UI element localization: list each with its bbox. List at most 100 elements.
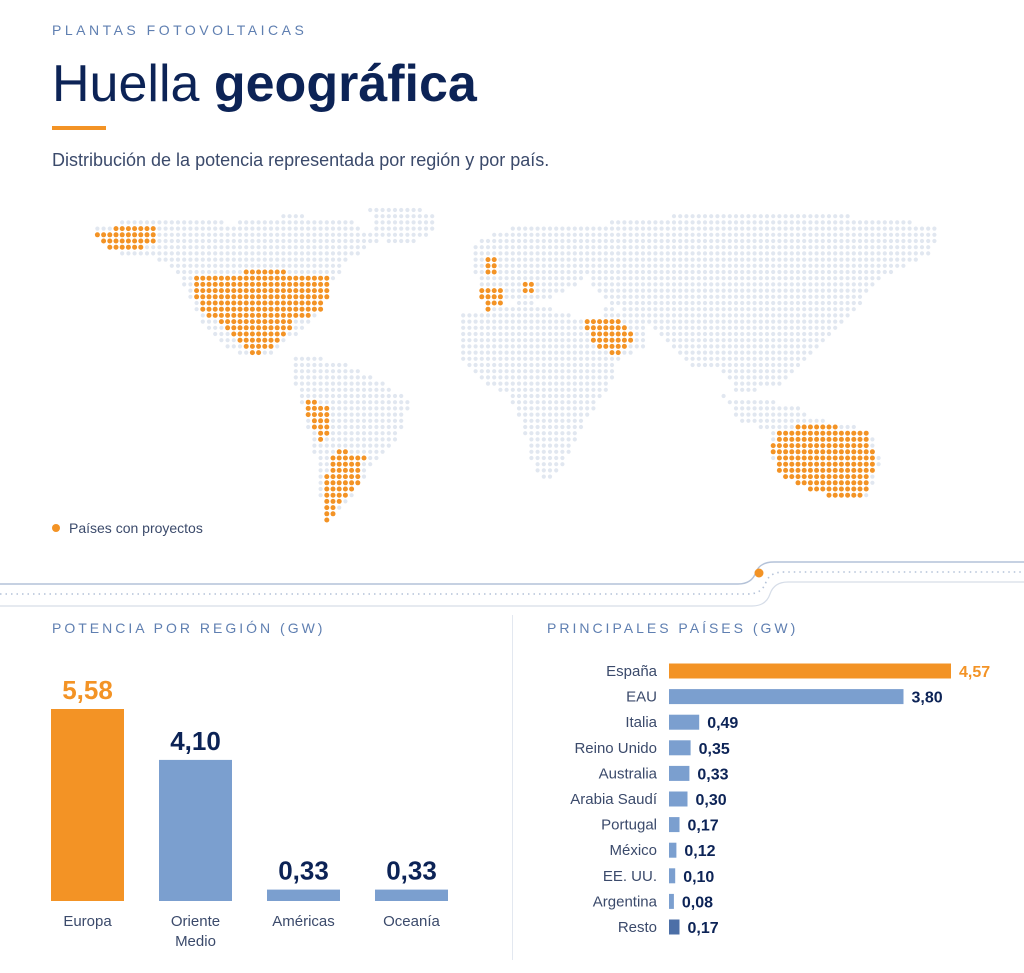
map-dot	[262, 263, 267, 268]
map-dot	[293, 263, 298, 268]
map-dot-project	[789, 443, 795, 449]
map-dot	[312, 387, 317, 392]
map-dot	[120, 220, 125, 225]
map-dot	[182, 251, 187, 256]
map-dot-project	[107, 238, 113, 244]
map-dot	[616, 257, 621, 262]
map-dot	[467, 344, 472, 349]
map-dot-project	[807, 443, 813, 449]
map-dot	[653, 245, 658, 250]
map-dot	[653, 319, 658, 324]
map-dot-project	[783, 467, 789, 473]
map-dot	[597, 226, 602, 231]
map-dot	[318, 375, 323, 380]
map-dot	[758, 300, 763, 306]
map-dot-project	[318, 424, 324, 430]
map-dot	[839, 257, 844, 262]
map-dot	[771, 269, 776, 275]
map-dot	[851, 269, 856, 275]
map-dot	[504, 257, 509, 262]
map-dot	[473, 319, 478, 324]
map-dot	[764, 288, 770, 293]
map-dot	[746, 282, 751, 287]
map-dot	[721, 245, 726, 250]
map-dot	[306, 381, 311, 386]
map-dot	[585, 331, 590, 337]
map-dot	[690, 282, 695, 287]
map-dot-project	[336, 486, 342, 492]
map-dot	[281, 338, 286, 343]
map-dot-project	[262, 269, 268, 275]
map-dot	[814, 313, 819, 318]
map-dot	[870, 443, 875, 448]
map-dot	[727, 344, 732, 349]
map-dot	[504, 338, 509, 343]
map-dot	[764, 424, 770, 430]
map-dot	[727, 288, 732, 293]
map-dot	[306, 226, 311, 231]
map-dot	[157, 238, 162, 244]
map-dot-project	[206, 288, 212, 294]
map-dot	[473, 263, 478, 268]
map-dot-project	[795, 480, 801, 486]
map-dot	[504, 356, 509, 361]
map-dot	[870, 232, 875, 237]
map-dot	[206, 325, 212, 330]
map-dot-project	[355, 467, 361, 473]
map-dot	[306, 251, 311, 256]
map-dot	[690, 362, 695, 368]
map-dot	[640, 226, 646, 231]
map-dot	[157, 245, 162, 250]
map-dot	[603, 251, 608, 256]
map-dot	[709, 263, 714, 268]
map-dot	[219, 263, 224, 268]
map-dot	[504, 269, 509, 275]
map-dot	[318, 263, 323, 268]
map-dot	[715, 300, 720, 306]
map-dot	[194, 232, 199, 237]
map-dot	[380, 232, 385, 237]
map-dot	[851, 220, 856, 225]
map-dot	[609, 362, 615, 368]
map-dot	[504, 369, 509, 374]
map-dot	[740, 214, 745, 219]
map-dot	[746, 356, 751, 361]
map-dot	[237, 263, 243, 268]
map-dot	[368, 462, 373, 467]
map-dot	[374, 214, 379, 219]
map-dot	[802, 226, 807, 231]
map-dot	[864, 257, 869, 262]
map-dot	[349, 238, 354, 244]
map-dot	[547, 344, 553, 349]
map-dot	[330, 245, 336, 250]
map-dot	[299, 393, 305, 399]
map-dot-project	[528, 288, 534, 294]
map-dot	[814, 251, 819, 256]
map-dot	[777, 350, 782, 355]
map-dot	[591, 276, 596, 281]
map-dot	[485, 325, 491, 330]
map-dot	[591, 245, 596, 250]
map-dot	[659, 313, 664, 318]
map-dot	[746, 338, 751, 343]
map-dot	[609, 263, 615, 268]
map-dot	[752, 418, 757, 423]
map-dot	[566, 437, 571, 442]
map-dot	[355, 375, 360, 380]
map-dot-project	[318, 300, 324, 306]
map-dot	[616, 226, 621, 231]
map-dot	[665, 307, 670, 312]
map-dot	[696, 251, 701, 256]
map-dot	[740, 238, 745, 244]
map-dot	[628, 232, 633, 237]
map-dot	[529, 455, 534, 461]
map-dot	[529, 251, 534, 256]
map-dot	[374, 393, 379, 399]
map-dot	[510, 400, 515, 405]
map-dot	[696, 214, 701, 219]
map-dot	[219, 325, 224, 330]
map-dot	[864, 226, 869, 231]
map-dot-project	[628, 331, 634, 337]
map-dot-project	[212, 281, 218, 287]
map-dot	[888, 220, 894, 225]
